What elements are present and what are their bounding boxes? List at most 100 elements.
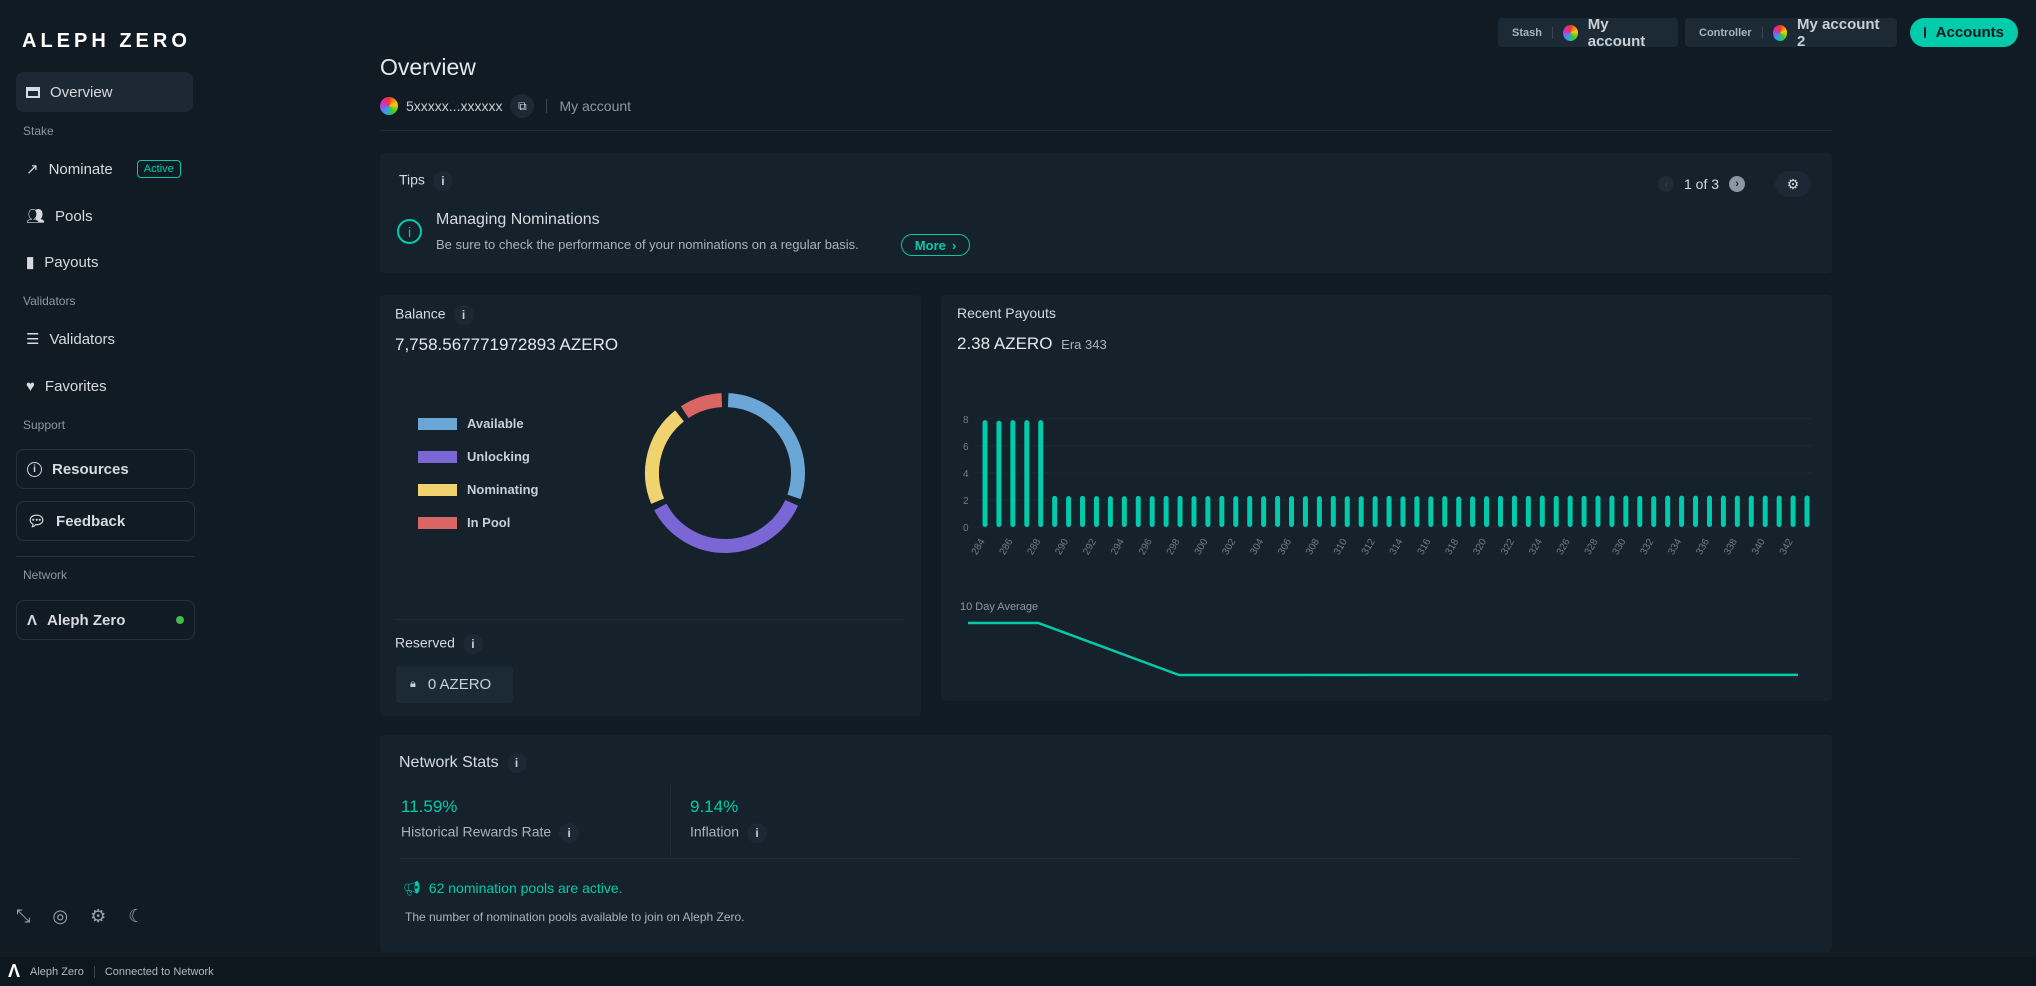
legend-label: Available	[467, 416, 524, 431]
gear-icon[interactable]: ⚙	[1775, 171, 1812, 197]
info-icon[interactable]: i	[506, 753, 527, 773]
accounts-label: Accounts	[1935, 24, 2004, 41]
x-tick-label: 320	[1471, 537, 1489, 557]
prev-tip-button[interactable]: ‹	[1658, 176, 1674, 192]
active-badge: Active	[136, 160, 181, 178]
x-tick-label: 336	[1694, 537, 1712, 557]
feedback-button[interactable]: 💬︎ Feedback	[16, 501, 195, 541]
bar-era-314	[1400, 496, 1406, 527]
users-icon: 👥︎	[26, 208, 46, 225]
legend-item: In Pool	[418, 515, 510, 530]
legend-item: Nominating	[418, 482, 539, 497]
x-tick-label: 296	[1137, 537, 1155, 557]
bar-era-339	[1748, 495, 1754, 527]
info-icon[interactable]: i	[747, 823, 768, 843]
aleph-zero-icon: Λ	[27, 611, 38, 629]
x-tick-label: 340	[1750, 537, 1768, 557]
bar-era-288	[1038, 420, 1044, 527]
identicon	[1562, 24, 1578, 41]
x-tick-label: 310	[1332, 537, 1350, 557]
bar-era-296	[1149, 496, 1155, 527]
sidebar-item-favorites[interactable]: ♥ Favorites	[16, 366, 193, 406]
divider	[16, 556, 195, 557]
sidebar-item-label: Nominate	[48, 160, 113, 178]
donut-segment-in-pool	[680, 393, 723, 419]
tips-pagination: 1 of 3	[1684, 176, 1720, 192]
x-tick-label: 316	[1416, 537, 1434, 557]
sidebar-item-validators[interactable]: ☰ Validators	[16, 319, 193, 359]
network-label: Aleph Zero	[47, 611, 126, 629]
bar-era-294	[1121, 496, 1127, 527]
bar-era-286	[1010, 420, 1016, 527]
info-icon[interactable]: i	[432, 171, 453, 191]
bar-era-341	[1776, 495, 1782, 527]
bar-era-303	[1247, 495, 1253, 527]
account-address: 5xxxxx...xxxxxx	[406, 98, 503, 114]
wallet-icon	[1924, 27, 1926, 38]
average-line-chart	[968, 621, 1799, 677]
bar-era-335	[1693, 495, 1699, 527]
x-tick-label: 332	[1638, 537, 1656, 557]
x-tick-label: 330	[1611, 537, 1629, 557]
bar-era-331	[1637, 495, 1643, 527]
info-icon[interactable]: i	[462, 634, 483, 654]
bar-era-336	[1706, 495, 1712, 527]
x-tick-label: 300	[1193, 537, 1211, 557]
bar-era-340	[1762, 495, 1768, 527]
inflation-label: Inflation	[690, 823, 740, 840]
moon-icon[interactable]: ☾	[128, 906, 145, 926]
bar-era-287	[1024, 420, 1030, 527]
bar-era-329	[1609, 495, 1615, 527]
accounts-button[interactable]: Accounts	[1910, 18, 2018, 47]
controller-account: My account 2	[1797, 15, 1880, 50]
legend-swatch	[418, 483, 457, 496]
bar-era-334	[1679, 495, 1685, 527]
bar-era-293	[1107, 496, 1113, 527]
next-tip-button[interactable]: ›	[1729, 176, 1746, 192]
stash-label: Stash	[1512, 26, 1553, 39]
sidebar-item-payouts[interactable]: ▮ Payouts	[16, 242, 193, 282]
balance-amount: 7,758.567771972893 AZERO	[395, 335, 619, 354]
y-tick-label: 0	[963, 523, 969, 534]
x-tick-label: 322	[1499, 537, 1517, 557]
bar-era-327	[1581, 495, 1587, 527]
divider	[399, 858, 1799, 859]
donut-segment-available	[727, 393, 805, 500]
collapse-icon[interactable]: ⤡	[16, 906, 31, 926]
sidebar-item-label: Overview	[50, 83, 113, 101]
info-icon[interactable]: i	[559, 823, 580, 843]
bar-era-338	[1734, 495, 1740, 527]
bar-era-328	[1595, 495, 1601, 527]
settings-icon[interactable]: ⚙	[90, 906, 107, 926]
stash-account-button[interactable]: Stash My account	[1498, 16, 1678, 50]
more-button[interactable]: More ›	[901, 234, 970, 256]
section-label-network: Network	[23, 568, 68, 582]
footer-status: Connected to Network	[104, 965, 214, 978]
sidebar-item-nominate[interactable]: ↗ Nominate Active	[16, 149, 193, 189]
info-icon: i	[27, 461, 42, 477]
x-tick-label: 308	[1304, 537, 1322, 557]
legend-item: Unlocking	[418, 449, 530, 464]
heart-icon: ♥	[26, 377, 35, 395]
x-tick-label: 292	[1081, 537, 1099, 557]
x-tick-label: 290	[1053, 537, 1071, 557]
bar-era-307	[1302, 496, 1308, 527]
sidebar-item-pools[interactable]: 👥︎ Pools	[16, 196, 193, 236]
resources-button[interactable]: i Resources	[16, 449, 195, 489]
rewards-rate-value: 11.59%	[401, 797, 458, 816]
rewards-rate-label: Historical Rewards Rate	[401, 823, 552, 840]
network-selector[interactable]: Λ Aleph Zero	[16, 600, 195, 640]
controller-account-button[interactable]: Controller My account 2	[1685, 15, 1897, 50]
info-icon[interactable]: i	[453, 305, 474, 325]
sidebar-item-overview[interactable]: Overview	[16, 72, 193, 112]
github-icon[interactable]: ◎	[52, 906, 69, 926]
copy-icon[interactable]: ⧉	[510, 94, 535, 118]
bar-era-320	[1484, 496, 1490, 527]
trending-up-icon: ↗	[26, 161, 39, 178]
feedback-label: Feedback	[56, 512, 126, 530]
section-label-stake: Stake	[23, 124, 54, 138]
bar-era-305	[1275, 495, 1281, 527]
bar-era-313	[1386, 495, 1392, 527]
bar-era-337	[1720, 495, 1726, 527]
footer-network: Aleph Zero	[30, 965, 84, 978]
